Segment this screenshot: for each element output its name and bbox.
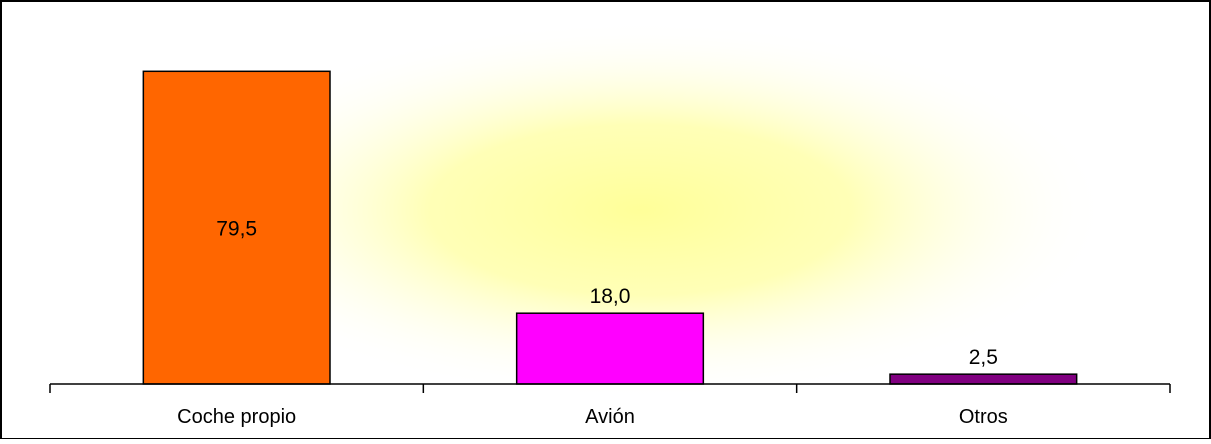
bar-3	[889, 373, 1078, 385]
x-axis-tick-labels: Coche propio Avión Otros	[177, 406, 1008, 428]
category-label: Coche propio	[177, 406, 296, 428]
category-label: Otros	[959, 406, 1008, 428]
bars-layer	[142, 70, 1078, 385]
bar-value-label: 18,0	[590, 285, 631, 308]
category-label: Avión	[585, 406, 635, 428]
bar-value-label: 2,5	[969, 346, 998, 369]
bar-2	[515, 312, 705, 385]
bar-value-label: 79,5	[216, 218, 257, 241]
plot-background-glow	[170, 20, 1110, 400]
x-axis-ticks	[49, 384, 1171, 393]
value-labels-layer: 79,5 18,0 2,5	[216, 218, 998, 370]
